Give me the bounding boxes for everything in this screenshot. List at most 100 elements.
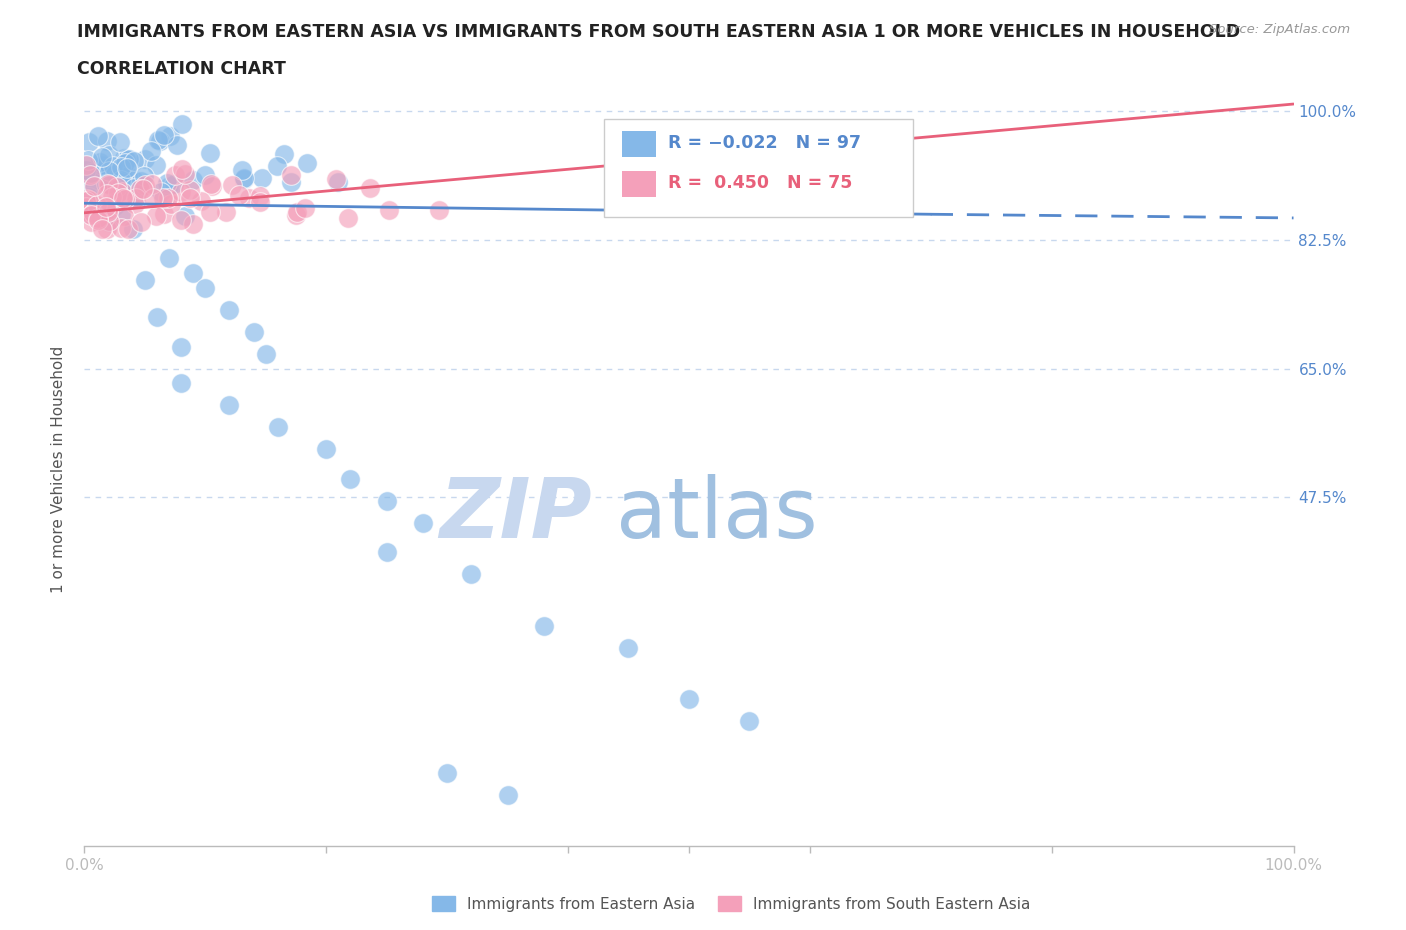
Point — [121, 221, 143, 236]
Point — [228, 188, 250, 203]
Point — [115, 160, 138, 175]
Point — [129, 174, 152, 189]
Point — [96, 221, 118, 236]
Point — [134, 273, 156, 288]
Point — [152, 127, 174, 142]
Point — [166, 138, 188, 153]
Point — [174, 166, 197, 181]
Point — [94, 177, 117, 192]
Point — [153, 206, 176, 221]
Text: ZIP: ZIP — [440, 474, 592, 555]
Point — [87, 211, 110, 226]
Point — [117, 168, 139, 183]
Point — [97, 203, 120, 218]
Point — [172, 161, 194, 176]
Point — [200, 177, 222, 192]
Point — [238, 191, 260, 206]
Point — [98, 213, 121, 228]
Point — [94, 173, 117, 188]
Point — [103, 158, 125, 173]
Point — [155, 176, 177, 191]
Point — [146, 133, 169, 148]
Point — [163, 167, 186, 182]
Point — [201, 179, 224, 193]
Point — [252, 170, 274, 185]
Point — [82, 206, 104, 220]
Point — [141, 143, 163, 158]
Point — [179, 182, 201, 197]
Point — [412, 515, 434, 530]
Point — [134, 152, 156, 166]
Point — [97, 205, 120, 219]
Point — [163, 177, 186, 192]
Point — [94, 199, 117, 214]
Point — [104, 166, 127, 181]
Point — [157, 191, 180, 206]
Point — [254, 347, 277, 362]
Point — [273, 147, 295, 162]
Point — [124, 196, 146, 211]
FancyBboxPatch shape — [605, 119, 912, 218]
Legend: Immigrants from Eastern Asia, Immigrants from South Eastern Asia: Immigrants from Eastern Asia, Immigrants… — [426, 890, 1036, 918]
Point — [170, 339, 193, 354]
Point — [146, 310, 169, 325]
Point — [83, 179, 105, 194]
Point — [75, 158, 97, 173]
Point — [160, 196, 183, 211]
Point — [194, 167, 217, 182]
Point — [198, 204, 221, 219]
Point — [221, 178, 243, 193]
Point — [97, 214, 120, 229]
Point — [111, 191, 134, 206]
Point — [79, 205, 101, 219]
Point — [101, 190, 124, 205]
Point — [79, 190, 101, 205]
Point — [231, 163, 253, 178]
Point — [80, 208, 103, 223]
Point — [181, 266, 204, 281]
Point — [152, 191, 174, 206]
Point — [110, 173, 132, 188]
Point — [104, 181, 127, 196]
Point — [174, 208, 197, 223]
Point — [159, 129, 181, 144]
Point — [134, 178, 156, 193]
Point — [678, 692, 700, 707]
Point — [218, 398, 240, 413]
Point — [115, 152, 138, 166]
Point — [325, 171, 347, 186]
Point — [157, 179, 180, 193]
Point — [91, 149, 114, 164]
Point — [460, 567, 482, 582]
Point — [232, 171, 254, 186]
Point — [86, 197, 108, 212]
Point — [125, 191, 148, 206]
Point — [496, 788, 519, 803]
Point — [98, 147, 121, 162]
Point — [83, 179, 105, 193]
Point — [149, 133, 172, 148]
Point — [80, 166, 103, 180]
Point — [80, 215, 103, 230]
Point — [108, 135, 131, 150]
Point — [103, 196, 125, 211]
Point — [98, 178, 121, 193]
Point — [170, 116, 193, 131]
Point — [375, 494, 398, 509]
Point — [170, 212, 193, 227]
Point — [86, 128, 108, 143]
Point — [179, 191, 201, 206]
Point — [94, 204, 117, 219]
Point — [233, 171, 256, 186]
Point — [110, 220, 132, 235]
Text: R = −0.022   N = 97: R = −0.022 N = 97 — [668, 135, 862, 153]
Point — [198, 145, 221, 160]
Point — [280, 175, 302, 190]
Point — [104, 198, 127, 213]
Point — [97, 177, 120, 192]
Point — [132, 182, 155, 197]
Point — [181, 173, 204, 188]
Point — [132, 168, 155, 183]
Point — [297, 155, 319, 170]
Point — [114, 185, 136, 200]
